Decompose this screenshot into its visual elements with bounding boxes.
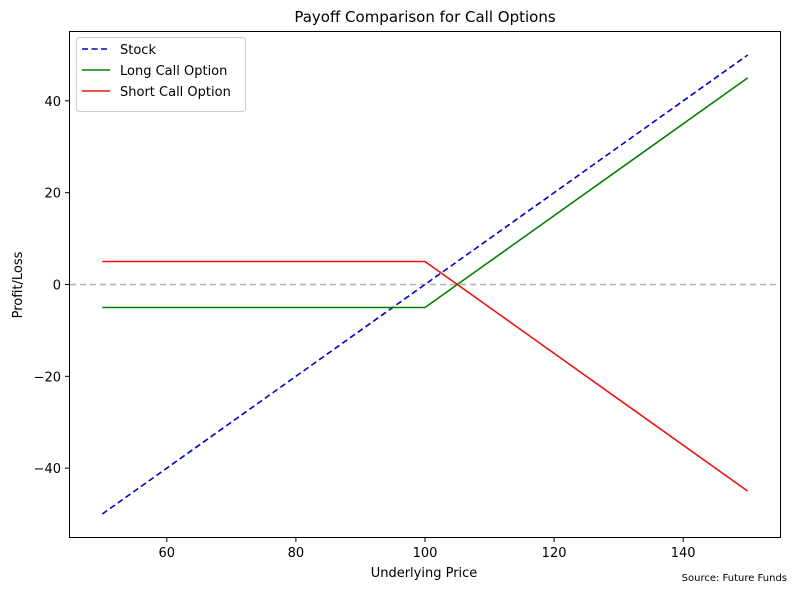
x-axis-label: Underlying Price <box>371 566 478 581</box>
chart-title: Payoff Comparison for Call Options <box>294 8 556 26</box>
x-tick-label: 60 <box>159 546 176 561</box>
x-tick-label: 120 <box>542 546 567 561</box>
x-tick-label: 140 <box>671 546 696 561</box>
y-tick-label: 20 <box>44 187 61 202</box>
legend-label: Short Call Option <box>120 85 231 100</box>
x-tick-label: 100 <box>413 546 438 561</box>
plot-area <box>70 54 780 515</box>
series-line-2 <box>102 77 749 309</box>
series-line-1 <box>101 54 749 515</box>
x-tick-label: 80 <box>288 546 305 561</box>
legend-label: Long Call Option <box>120 64 227 79</box>
legend-box <box>76 37 246 112</box>
y-tick-label: 0 <box>53 279 61 294</box>
legend-label: Stock <box>120 43 156 58</box>
source-note: Source: Future Funds <box>682 573 787 584</box>
y-tick-label: −40 <box>34 462 61 477</box>
y-tick-label: −20 <box>34 370 61 385</box>
axis-ticks: 60 80 100 120 140 −40 −20 0 20 40 <box>34 95 696 561</box>
y-tick-label: 40 <box>44 95 61 110</box>
series-line-3 <box>102 260 749 492</box>
legend: Stock Long Call Option Short Call Option <box>76 37 246 112</box>
y-axis-label: Profit/Loss <box>11 251 26 318</box>
